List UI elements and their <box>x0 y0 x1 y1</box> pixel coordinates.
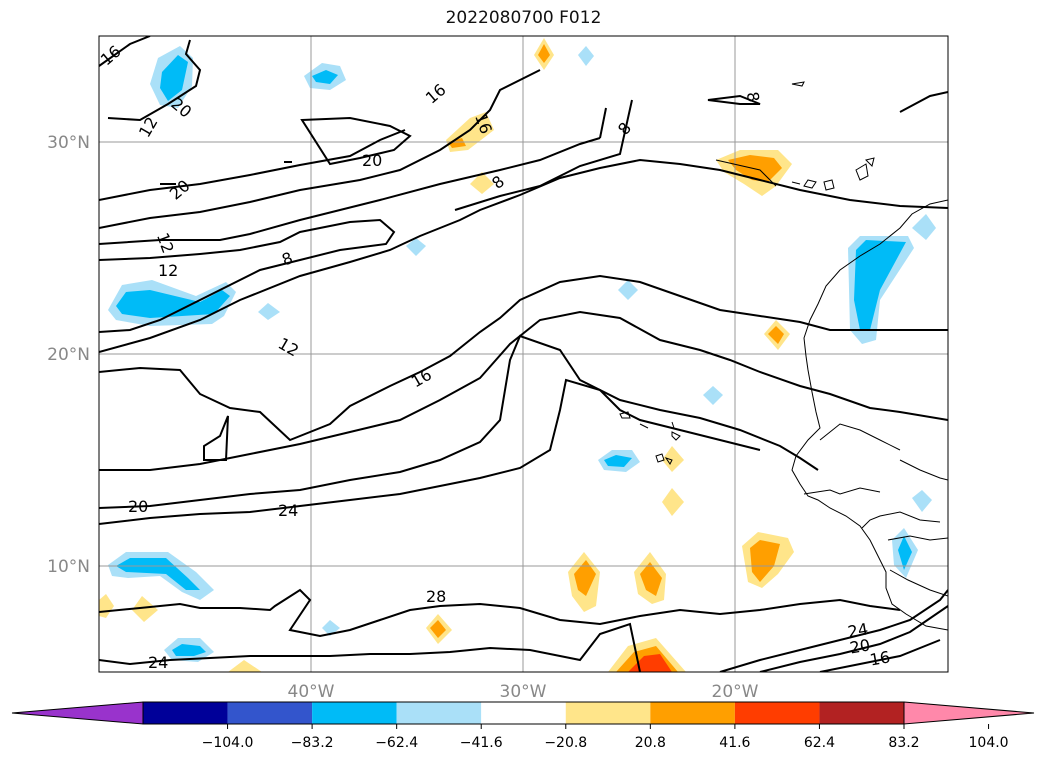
contour-lines <box>99 36 948 672</box>
colorbar-tick-label: 104.0 <box>969 735 1009 751</box>
colorbar-segment <box>227 702 313 724</box>
negative-anomaly-shading <box>108 46 936 662</box>
colorbar-segment <box>481 702 566 724</box>
contour-label: 24 <box>846 619 869 641</box>
lon-label-20W: 20°W <box>712 682 759 702</box>
lat-label-10N: 10°N <box>47 557 90 577</box>
contour-label: 20 <box>848 635 871 657</box>
colorbar-extend-high <box>903 701 1035 725</box>
colorbar-extend-low <box>11 701 144 725</box>
colorbar-tick-label: 20.8 <box>635 735 666 751</box>
colorbar-tick-label: 41.6 <box>719 735 750 751</box>
colorbar-tick-label: −104.0 <box>202 735 254 751</box>
contour-label: 28 <box>426 587 446 606</box>
contour-label: 16 <box>868 647 891 669</box>
graticule <box>99 36 948 672</box>
coastlines <box>619 81 948 631</box>
colorbar-segment <box>734 702 820 724</box>
colorbar-segment <box>819 702 904 724</box>
colorbar-segment <box>143 702 228 724</box>
lon-label-30W: 30°W <box>500 682 547 702</box>
colorbar-segment <box>565 702 651 724</box>
lat-label-20N: 20°N <box>47 345 90 365</box>
map-frame <box>98 35 949 673</box>
contour-label: 12 <box>158 261 178 280</box>
contour-label: 24 <box>148 653 168 672</box>
colorbar-segment <box>396 702 482 724</box>
colorbar-tick-label: −83.2 <box>291 735 334 751</box>
colorbar-tick-label: −20.8 <box>544 735 587 751</box>
colorbar-tick-label: −62.4 <box>375 735 418 751</box>
contour-label: 8 <box>743 90 763 103</box>
colorbar-segment <box>650 702 735 724</box>
colorbar-segment <box>312 702 397 724</box>
colorbar-tick-label: 62.4 <box>804 735 835 751</box>
axis-labels: 30°N 20°N 10°N 40°W 30°W 20°W <box>47 133 759 702</box>
colorbar-tick-label: −41.6 <box>460 735 503 751</box>
colorbar-outline <box>142 701 905 725</box>
contour-label: 20 <box>128 497 148 516</box>
map-title: 2022080700 F012 <box>445 8 602 28</box>
contour-label: 24 <box>278 501 298 520</box>
contour-label: 20 <box>362 151 382 170</box>
colorbar: −104.0 −83.2 −62.4 −41.6 −20.8 20.8 41.6 62.4 83… <box>11 701 1035 751</box>
lat-label-30N: 30°N <box>47 133 90 153</box>
lon-label-40W: 40°W <box>288 682 335 702</box>
colorbar-tick-label: 83.2 <box>888 735 919 751</box>
